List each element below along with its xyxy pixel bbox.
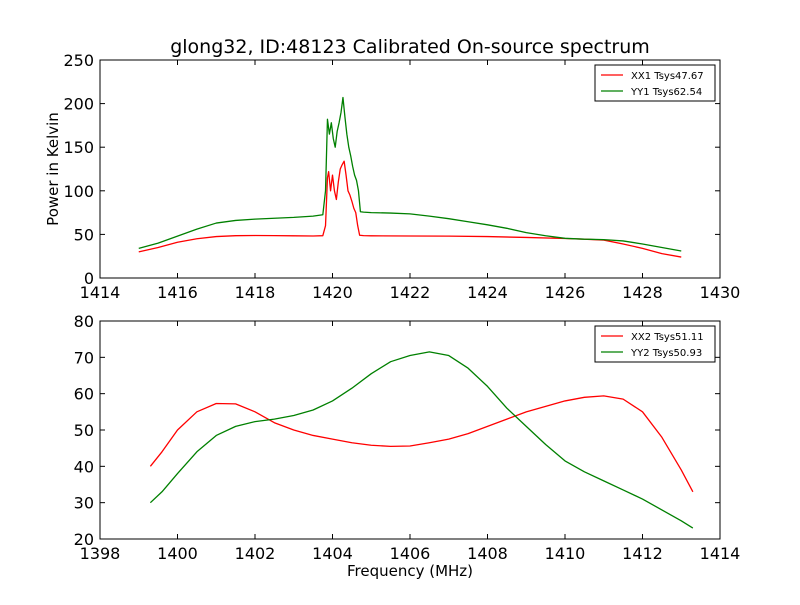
bottom-panel: 1398 1400 1402 1404 1406 1408 1410 1412 1414 20 30… bbox=[74, 312, 741, 563]
x-tick-label: 1426 bbox=[545, 283, 586, 302]
x-axis-label: Frequency (MHz) bbox=[347, 562, 473, 580]
series-line-yy1 bbox=[138, 96, 682, 252]
legend: XX2 Tsys51.11 YY2 Tsys50.93 bbox=[594, 325, 716, 363]
legend-box bbox=[594, 325, 716, 363]
x-tick-label: 1400 bbox=[157, 544, 198, 563]
legend-label: YY2 Tsys50.93 bbox=[630, 348, 702, 359]
x-tick-label: 1414 bbox=[80, 283, 121, 302]
x-tick-label: 1410 bbox=[545, 544, 586, 563]
series-line-xx2 bbox=[149, 395, 694, 493]
top-panel: 1414 1416 1418 1420 1422 1424 1426 1428 1430 0 50 1… bbox=[63, 51, 740, 302]
y-tick-label: 50 bbox=[74, 421, 94, 440]
x-tick-label: 1430 bbox=[700, 283, 741, 302]
x-tick-label: 1414 bbox=[700, 544, 741, 563]
x-tick-label: 1408 bbox=[467, 544, 508, 563]
y-tick-label: 50 bbox=[74, 225, 94, 244]
legend-label: XX1 Tsys47.67 bbox=[631, 71, 704, 82]
y-tick-label: 0 bbox=[84, 269, 94, 288]
legend-box bbox=[594, 64, 716, 102]
legend-label: YY1 Tsys62.54 bbox=[630, 87, 702, 98]
series-line-xx1 bbox=[138, 160, 682, 258]
x-tick-label: 1420 bbox=[312, 283, 353, 302]
y-tick-label: 80 bbox=[74, 312, 94, 331]
y-tick-label: 20 bbox=[74, 530, 94, 549]
x-tick-label: 1428 bbox=[622, 283, 663, 302]
y-tick-label: 150 bbox=[63, 138, 94, 157]
x-tick-label: 1402 bbox=[235, 544, 276, 563]
y-tick-label: 60 bbox=[74, 385, 94, 404]
y-tick-label: 30 bbox=[74, 494, 94, 513]
y-tick-label: 200 bbox=[63, 95, 94, 114]
x-tick-label: 1422 bbox=[390, 283, 431, 302]
x-tick-label: 1416 bbox=[157, 283, 198, 302]
x-tick-label: 1404 bbox=[312, 544, 353, 563]
x-tick-label: 1418 bbox=[235, 283, 276, 302]
x-tick-label: 1424 bbox=[467, 283, 508, 302]
y-tick-label: 250 bbox=[63, 51, 94, 70]
legend: XX1 Tsys47.67 YY1 Tsys62.54 bbox=[594, 64, 716, 102]
top-y-axis-label: Power in Kelvin bbox=[44, 112, 62, 226]
x-tick-label: 1406 bbox=[390, 544, 431, 563]
y-tick-label: 40 bbox=[74, 457, 94, 476]
series-line-yy2 bbox=[149, 351, 694, 529]
x-tick-label: 1412 bbox=[622, 544, 663, 563]
chart-title: glong32, ID:48123 Calibrated On-source s… bbox=[170, 36, 650, 58]
legend-label: XX2 Tsys51.11 bbox=[631, 332, 704, 343]
y-tick-label: 100 bbox=[63, 182, 94, 201]
x-tick-label: 1398 bbox=[80, 544, 121, 563]
y-tick-label: 70 bbox=[74, 348, 94, 367]
